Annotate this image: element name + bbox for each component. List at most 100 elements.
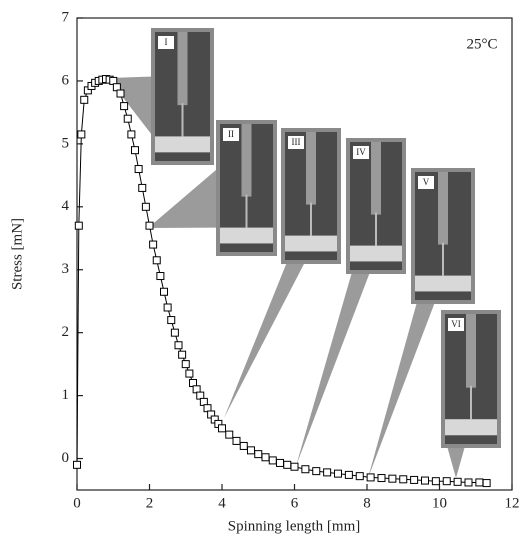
- data-point: [254, 450, 263, 459]
- temperature-annotation: 25°C: [466, 36, 497, 52]
- fiber: [241, 124, 252, 197]
- x-tick-label: 8: [363, 495, 371, 511]
- data-point: [141, 202, 150, 211]
- data-point: [170, 328, 179, 337]
- inset-label: I: [165, 37, 168, 47]
- data-point: [160, 287, 168, 296]
- data-point: [138, 183, 147, 192]
- data-point: [174, 341, 183, 350]
- label-bg: [418, 176, 434, 189]
- y-tick-label: 3: [62, 261, 70, 277]
- inset-photo: I: [151, 28, 214, 165]
- data-point: [247, 446, 255, 455]
- x-tick-label: 0: [73, 495, 81, 511]
- data-point: [344, 470, 353, 479]
- fiber-thread: [181, 103, 184, 137]
- data-point: [131, 146, 139, 155]
- data-point: [239, 441, 248, 450]
- y-tick-label: 7: [62, 9, 70, 25]
- label-bg: [448, 318, 464, 331]
- data-point: [120, 102, 129, 111]
- data-point: [312, 467, 321, 476]
- plate: [220, 227, 273, 244]
- callout-wedge: [148, 168, 218, 228]
- fiber: [306, 132, 316, 205]
- inset-label: III: [292, 137, 301, 147]
- y-tick-label: 4: [62, 198, 70, 214]
- data-point: [181, 360, 190, 369]
- plate: [350, 245, 402, 262]
- fiber-thread: [245, 194, 248, 228]
- label-bg: [223, 128, 239, 141]
- data-point: [156, 272, 165, 281]
- x-tick-label: 6: [291, 495, 299, 511]
- data-point: [410, 475, 419, 484]
- label-bg: [288, 136, 304, 149]
- callout-wedge: [296, 272, 370, 466]
- plate: [285, 235, 337, 252]
- data-point: [185, 369, 194, 378]
- y-tick-label: 0: [62, 450, 70, 466]
- fiber: [438, 172, 448, 245]
- y-tick-label: 2: [62, 324, 70, 340]
- data-point: [134, 165, 143, 174]
- callout-wedge: [447, 446, 465, 478]
- data-point: [145, 221, 154, 230]
- plate: [415, 275, 471, 292]
- y-tick-label: 6: [62, 72, 70, 88]
- y-tick-label: 1: [62, 387, 70, 403]
- data-point: [334, 469, 342, 478]
- data-point: [475, 478, 484, 487]
- data-point: [225, 430, 234, 439]
- data-point: [116, 89, 125, 98]
- fiber-thread: [310, 202, 312, 236]
- y-axis-label: Stress [mN]: [9, 218, 25, 290]
- inset-photo: V: [411, 168, 475, 304]
- plate: [155, 136, 210, 153]
- data-point: [178, 350, 187, 359]
- data-point: [442, 477, 451, 486]
- data-point: [73, 460, 81, 469]
- x-tick-label: 10: [432, 495, 447, 511]
- inset-label: IV: [356, 147, 366, 157]
- data-point: [74, 221, 83, 230]
- data-point: [355, 472, 364, 481]
- callout-wedge: [368, 302, 435, 478]
- data-point: [421, 476, 429, 485]
- x-tick-label: 12: [505, 495, 520, 511]
- x-axis-label: Spinning length [mm]: [228, 518, 361, 534]
- data-point: [77, 130, 86, 139]
- data-point: [301, 465, 310, 474]
- data-point: [152, 256, 161, 265]
- y-tick-label: 5: [62, 135, 70, 151]
- inset-photo: IV: [346, 138, 406, 274]
- fiber: [177, 32, 188, 106]
- data-point: [366, 473, 375, 482]
- data-point: [276, 458, 284, 467]
- x-tick-label: 4: [218, 495, 226, 511]
- data-point: [388, 474, 397, 483]
- inset-label: VI: [451, 319, 461, 329]
- data-point: [283, 460, 292, 469]
- data-point: [377, 474, 386, 483]
- inset-label: V: [423, 177, 430, 187]
- data-point: [431, 477, 440, 486]
- data-point: [453, 477, 462, 486]
- data-point: [80, 95, 89, 104]
- data-point: [163, 303, 172, 312]
- label-bg: [353, 146, 369, 159]
- label-bg: [158, 36, 174, 49]
- data-point: [268, 456, 277, 465]
- inset-photo: VI: [441, 310, 501, 448]
- inset-label: II: [228, 129, 234, 139]
- data-point: [323, 468, 332, 477]
- inset-photo: III: [281, 128, 341, 264]
- data-point: [149, 240, 158, 249]
- data-point: [290, 462, 299, 471]
- data-point: [127, 130, 136, 139]
- data-point: [218, 424, 226, 433]
- data-point: [123, 114, 132, 123]
- data-point: [464, 478, 473, 487]
- inset-photo: II: [216, 120, 277, 256]
